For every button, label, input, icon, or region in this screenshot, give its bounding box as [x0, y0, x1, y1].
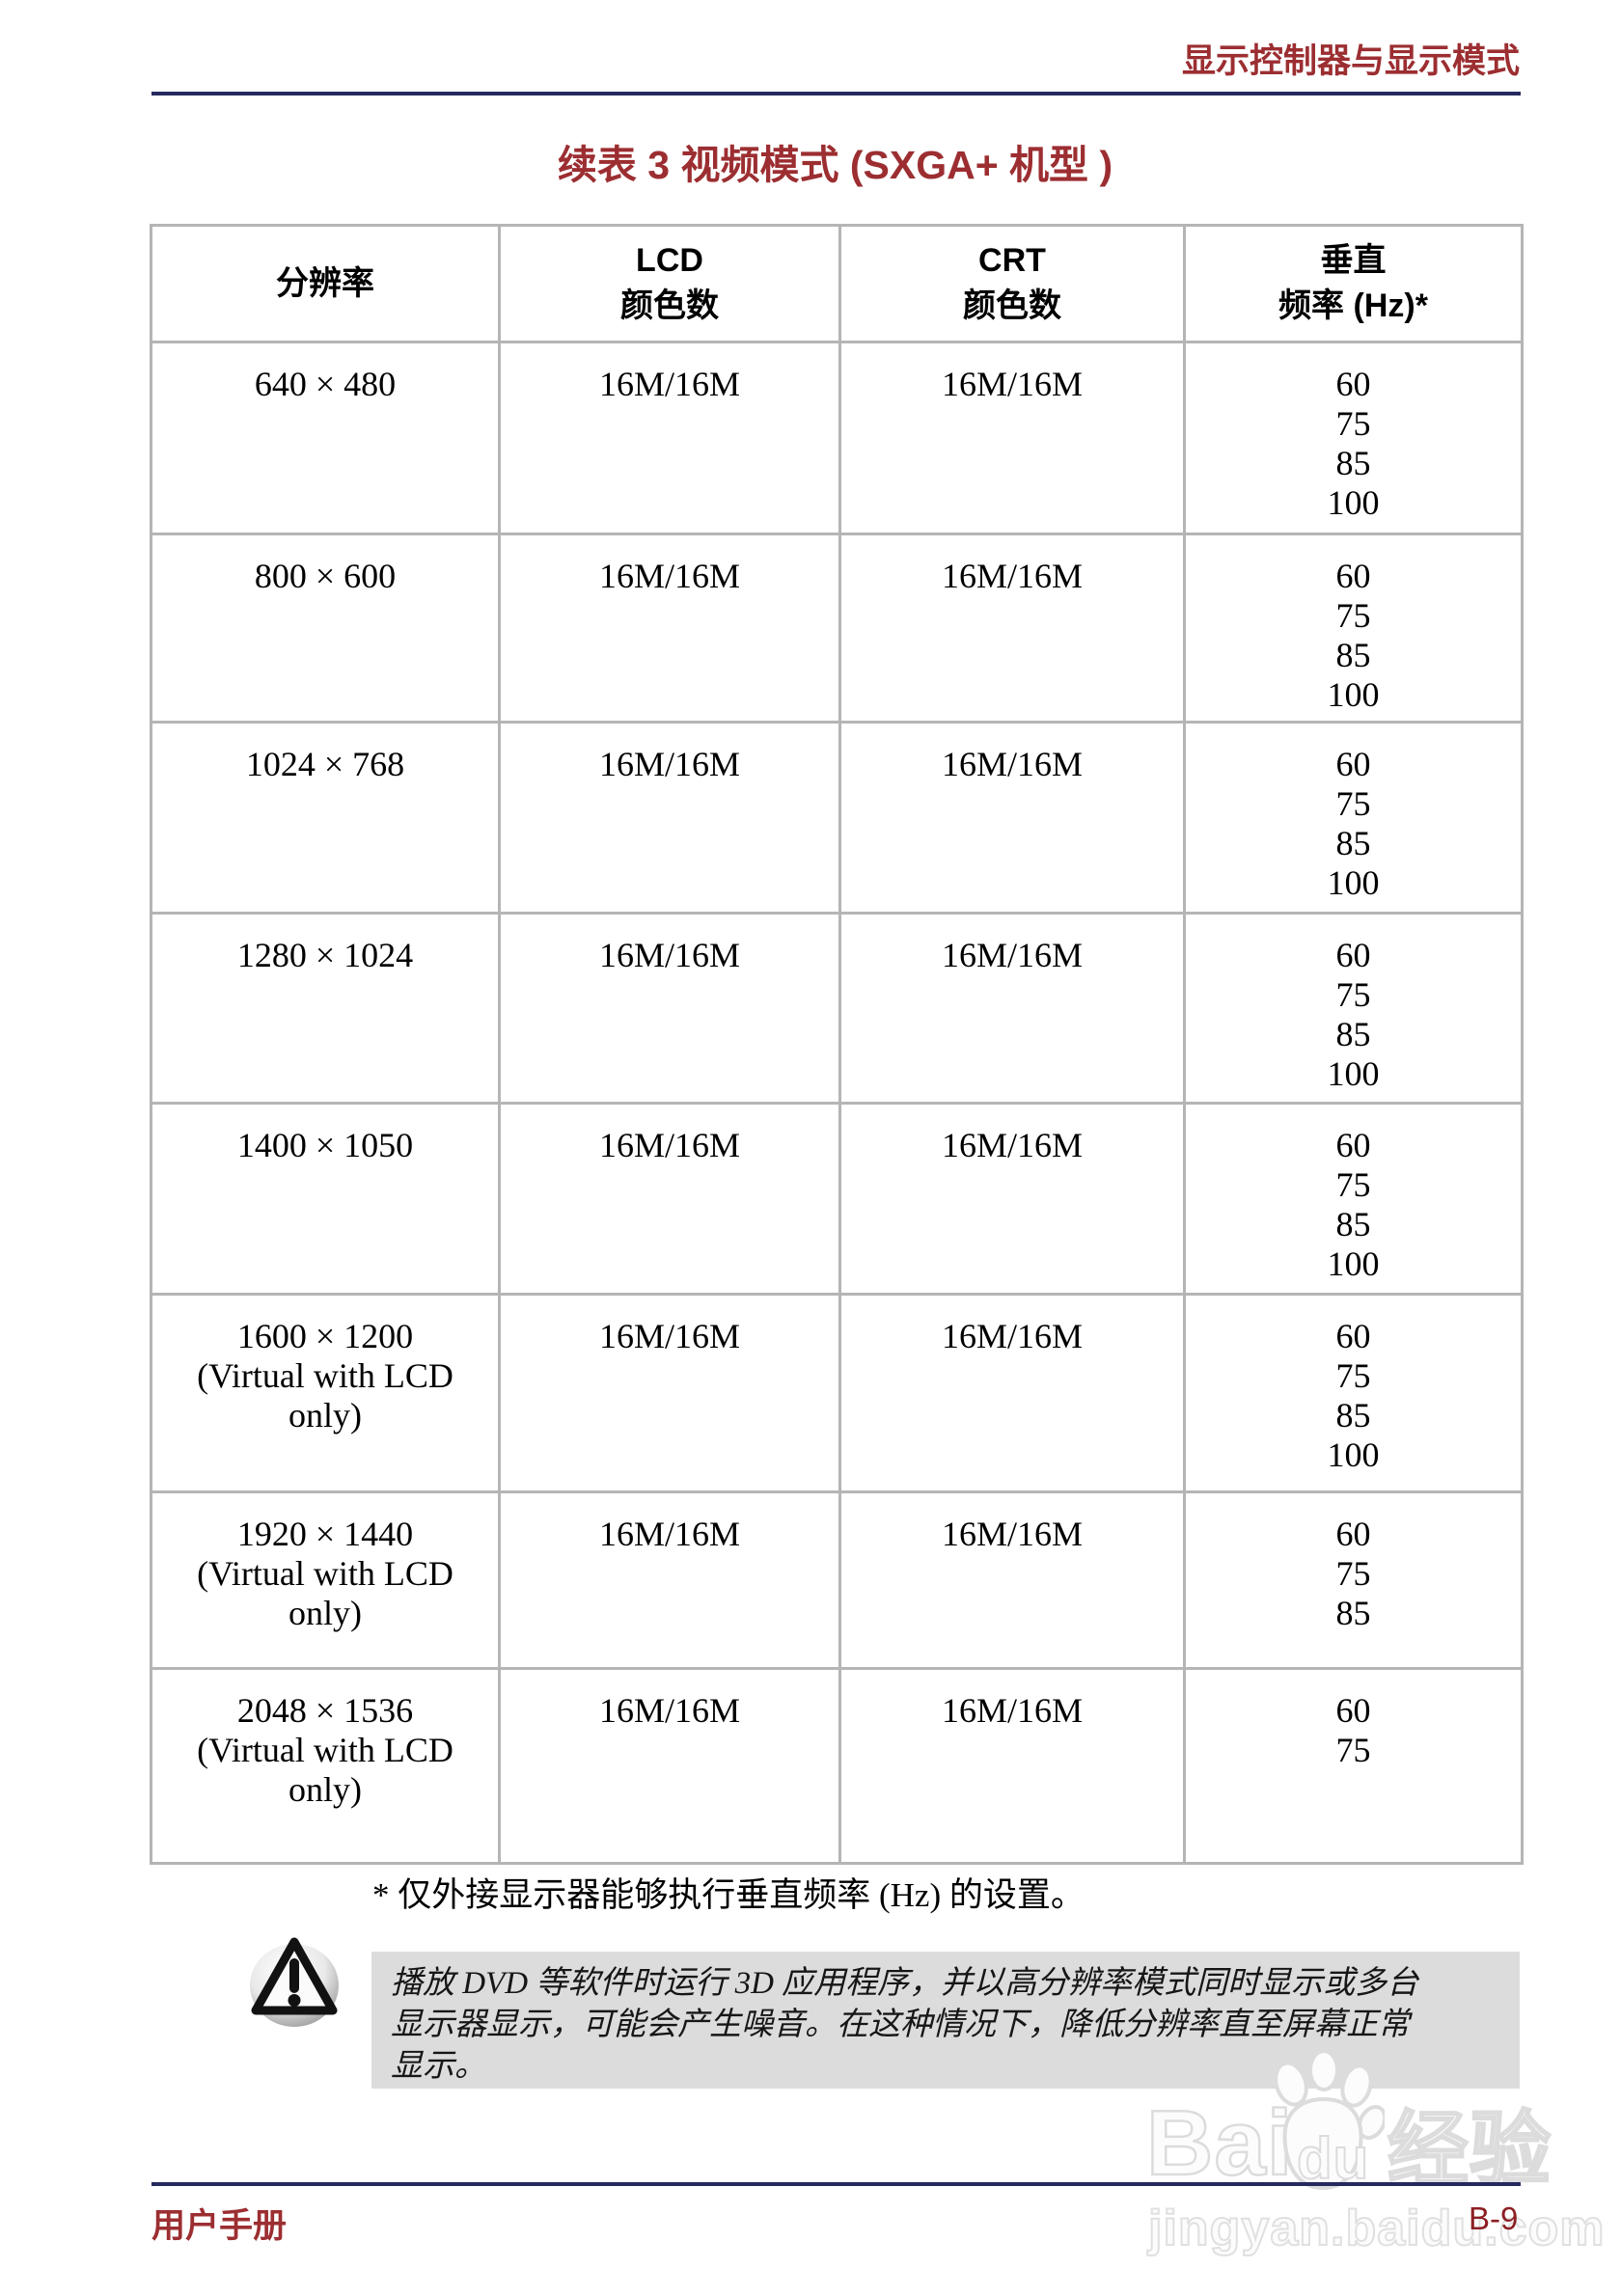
cell-resolution: 1600 × 1200 (Virtual with LCD only): [150, 1293, 501, 1493]
cell-resolution: 2048 × 1536 (Virtual with LCD only): [150, 1667, 501, 1865]
header-resolution-label: 分辨率: [276, 264, 374, 302]
cell-vertical-frequency: 60 75 85 100: [1183, 533, 1524, 724]
warning-icon: [250, 1937, 339, 2027]
cell-vertical-frequency: 60 75 85: [1183, 1490, 1524, 1670]
cell-lcd-colors: 16M/16M: [498, 1293, 841, 1493]
cell-lcd-colors: 16M/16M: [498, 721, 841, 915]
cell-lcd-colors: 16M/16M: [498, 1490, 841, 1670]
cell-vertical-frequency: 60 75 85 100: [1183, 912, 1524, 1105]
footer-manual-label: 用户手册: [151, 2207, 288, 2245]
cell-crt-colors: 16M/16M: [838, 341, 1186, 535]
cell-resolution: 640 × 480: [150, 341, 501, 535]
page-header-title: 显示控制器与显示模式: [1181, 42, 1520, 80]
cell-crt-colors: 16M/16M: [838, 533, 1186, 724]
header-crt-colors: CRT 颜色数: [838, 224, 1186, 343]
cell-lcd-colors: 16M/16M: [498, 533, 841, 724]
table-row: 800 × 600 16M/16M 16M/16M 60 75 85 100: [150, 533, 1524, 724]
table-footnote: * 仅外接显示器能够执行垂直频率 (Hz) 的设置。: [372, 1876, 1085, 1914]
cell-vertical-frequency: 60 75: [1183, 1667, 1524, 1865]
footer-divider-rule: [151, 2182, 1521, 2186]
baidu-watermark-url: jingyan.baidu.com: [1147, 2200, 1606, 2256]
header-lcd-colors: LCD 颜色数: [498, 224, 841, 343]
table-row: 1600 × 1200 (Virtual with LCD only) 16M/…: [150, 1293, 1524, 1493]
header-vfreq-line2: 频率 (Hz)*: [1278, 287, 1428, 324]
cell-crt-colors: 16M/16M: [838, 912, 1186, 1105]
cell-crt-colors: 16M/16M: [838, 1102, 1186, 1296]
cell-lcd-colors: 16M/16M: [498, 341, 841, 535]
table-row: 1920 × 1440 (Virtual with LCD only) 16M/…: [150, 1490, 1524, 1670]
header-crt-line2: 颜色数: [963, 287, 1061, 324]
header-lcd-line1: LCD: [636, 242, 703, 279]
cell-crt-colors: 16M/16M: [838, 1293, 1186, 1493]
cell-vertical-frequency: 60 75 85 100: [1183, 341, 1524, 535]
cell-lcd-colors: 16M/16M: [498, 912, 841, 1105]
header-lcd-line2: 颜色数: [620, 287, 719, 324]
cell-vertical-frequency: 60 75 85 100: [1183, 1102, 1524, 1296]
table-row: 2048 × 1536 (Virtual with LCD only) 16M/…: [150, 1667, 1524, 1865]
header-crt-line1: CRT: [978, 242, 1046, 279]
table-row: 1024 × 768 16M/16M 16M/16M 60 75 85 100: [150, 721, 1524, 915]
table-row: 1400 × 1050 16M/16M 16M/16M 60 75 85 100: [150, 1102, 1524, 1296]
baidu-watermark-text: Bai: [1145, 2091, 1294, 2195]
cell-resolution: 800 × 600: [150, 533, 501, 724]
cell-resolution: 1920 × 1440 (Virtual with LCD only): [150, 1490, 501, 1670]
cell-resolution: 1400 × 1050: [150, 1102, 501, 1296]
header-vertical-frequency: 垂直 频率 (Hz)*: [1183, 224, 1524, 343]
table-row: 1280 × 1024 16M/16M 16M/16M 60 75 85 100: [150, 912, 1524, 1105]
cell-lcd-colors: 16M/16M: [498, 1667, 841, 1865]
table-header-row: 分辨率 LCD 颜色数 CRT 颜色数 垂直 频率 (Hz)*: [150, 224, 1524, 343]
cell-crt-colors: 16M/16M: [838, 721, 1186, 915]
header-resolution: 分辨率: [150, 224, 501, 343]
video-modes-table: 分辨率 LCD 颜色数 CRT 颜色数 垂直 频率 (Hz)* 640 × 48…: [150, 224, 1524, 1865]
caution-note-line: 显示器显示，可能会产生噪音。在这种情况下，降低分辨率直至屏幕正常: [391, 2008, 1410, 2042]
cell-vertical-frequency: 60 75 85 100: [1183, 721, 1524, 915]
header-divider-rule: [151, 92, 1521, 96]
cell-crt-colors: 16M/16M: [838, 1667, 1186, 1865]
table-title: 续表 3 视频模式 (SXGA+ 机型 ): [557, 143, 1113, 187]
caution-note-line: 播放 DVD 等软件时运行 3D 应用程序，并以高分辨率模式同时显示或多台: [391, 1966, 1419, 2001]
page-number: B-9: [1469, 2200, 1519, 2236]
cell-resolution: 1024 × 768: [150, 721, 501, 915]
baidu-watermark-text: du: [1296, 2126, 1370, 2191]
cell-vertical-frequency: 60 75 85 100: [1183, 1293, 1524, 1493]
caution-note-box: 播放 DVD 等软件时运行 3D 应用程序，并以高分辨率模式同时显示或多台 显示…: [371, 1952, 1520, 2089]
cell-resolution: 1280 × 1024: [150, 912, 501, 1105]
cell-lcd-colors: 16M/16M: [498, 1102, 841, 1296]
caution-note-line: 显示。: [391, 2049, 486, 2084]
cell-crt-colors: 16M/16M: [838, 1490, 1186, 1670]
header-vfreq-line1: 垂直: [1320, 242, 1387, 279]
table-row: 640 × 480 16M/16M 16M/16M 60 75 85 100: [150, 341, 1524, 535]
